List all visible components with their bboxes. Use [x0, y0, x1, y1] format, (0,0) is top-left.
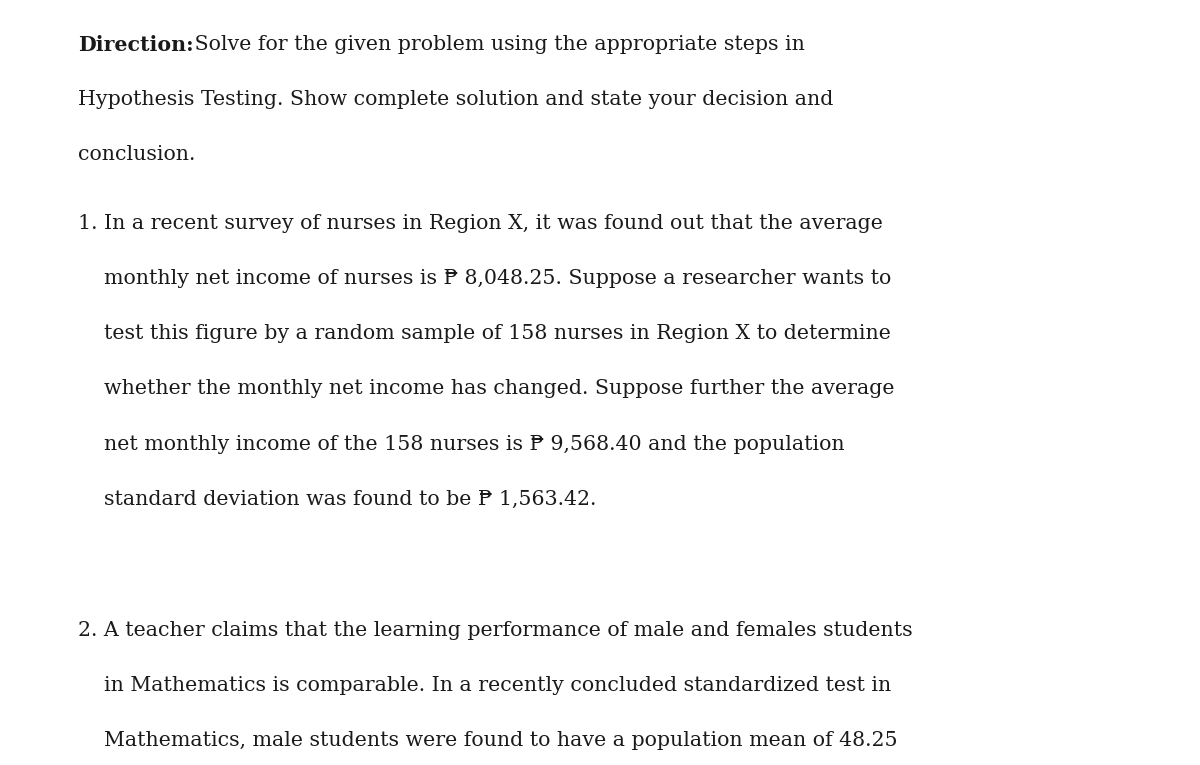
- Text: 1. In a recent survey of nurses in Region X, it was found out that the average: 1. In a recent survey of nurses in Regio…: [78, 214, 883, 233]
- Text: Direction:: Direction:: [78, 35, 193, 55]
- Text: conclusion.: conclusion.: [78, 145, 196, 164]
- Text: monthly net income of nurses is ₱ 8,048.25. Suppose a researcher wants to: monthly net income of nurses is ₱ 8,048.…: [78, 269, 892, 288]
- Text: Mathematics, male students were found to have a population mean of 48.25: Mathematics, male students were found to…: [78, 731, 898, 750]
- Text: test this figure by a random sample of 158 nurses in Region X to determine: test this figure by a random sample of 1…: [78, 324, 890, 343]
- Text: net monthly income of the 158 nurses is ₱ 9,568.40 and the population: net monthly income of the 158 nurses is …: [78, 435, 845, 454]
- Text: in Mathematics is comparable. In a recently concluded standardized test in: in Mathematics is comparable. In a recen…: [78, 676, 892, 695]
- Text: Hypothesis Testing. Show complete solution and state your decision and: Hypothesis Testing. Show complete soluti…: [78, 90, 833, 109]
- Text: Solve for the given problem using the appropriate steps in: Solve for the given problem using the ap…: [188, 35, 805, 54]
- Text: 2. A teacher claims that the learning performance of male and females students: 2. A teacher claims that the learning pe…: [78, 621, 913, 640]
- Text: standard deviation was found to be ₱ 1,563.42.: standard deviation was found to be ₱ 1,5…: [78, 490, 596, 509]
- Text: whether the monthly net income has changed. Suppose further the average: whether the monthly net income has chang…: [78, 379, 894, 399]
